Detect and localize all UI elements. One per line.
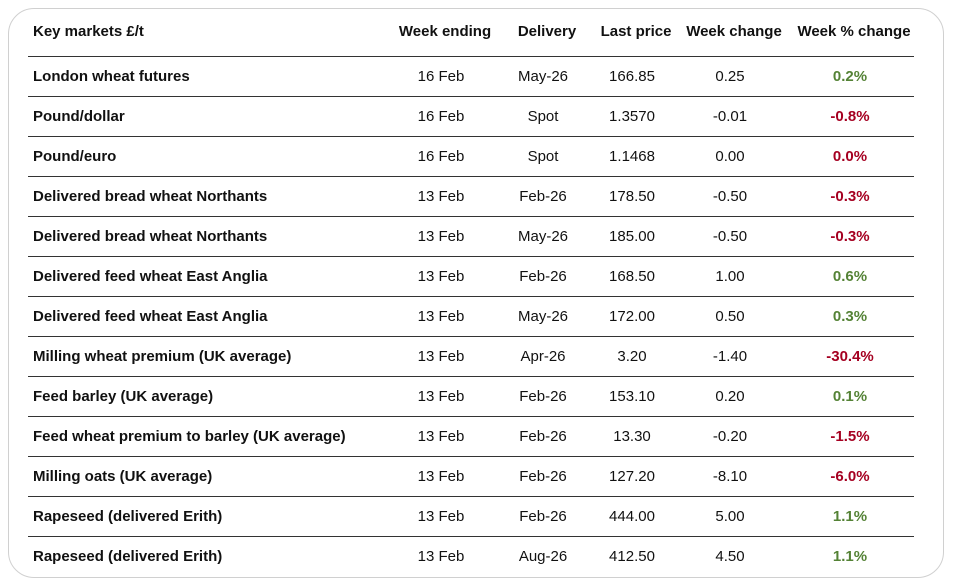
table-cell: 13 Feb <box>417 508 465 525</box>
table-cell: 1.3570 <box>609 108 655 125</box>
table-cell: -6.0% <box>830 468 870 485</box>
market-name: Delivered bread wheat Northants <box>33 188 268 205</box>
table-cell: -0.3% <box>830 228 870 245</box>
market-name: Pound/euro <box>33 148 117 165</box>
table-cell: -0.20 <box>712 428 748 445</box>
table-cell: 13 Feb <box>417 348 465 365</box>
table-cell: 168.50 <box>609 268 655 285</box>
table-cell: -8.10 <box>712 468 748 485</box>
table-cell: 13 Feb <box>417 308 465 325</box>
row-divider <box>28 216 914 217</box>
header-cell: Week ending <box>398 23 492 40</box>
table-cell: 0.2% <box>832 68 868 85</box>
table-cell: 1.00 <box>715 268 745 285</box>
table-cell: 412.50 <box>609 548 655 565</box>
table-cell: 178.50 <box>609 188 655 205</box>
table-cell: 0.50 <box>715 308 745 325</box>
table-cell: -0.8% <box>830 108 870 125</box>
table-cell: 13 Feb <box>417 228 465 245</box>
table-cell: 153.10 <box>609 388 655 405</box>
table-cell: 13 Feb <box>417 388 465 405</box>
table-cell: 5.00 <box>715 508 745 525</box>
table-cell: Spot <box>527 148 559 165</box>
table-cell: 13 Feb <box>417 548 465 565</box>
table-cell: 0.20 <box>715 388 745 405</box>
table-cell: 0.00 <box>715 148 745 165</box>
table-cell: -0.50 <box>712 228 748 245</box>
header-cell: Last price <box>600 23 672 40</box>
table-cell: Feb-26 <box>519 188 567 205</box>
market-name: London wheat futures <box>33 68 190 85</box>
table-cell: -0.50 <box>712 188 748 205</box>
table-cell: Feb-26 <box>519 468 567 485</box>
table-cell: 4.50 <box>715 548 745 565</box>
table-cell: May-26 <box>517 68 569 85</box>
market-name: Delivered bread wheat Northants <box>33 228 268 245</box>
market-name: Delivered feed wheat East Anglia <box>33 308 268 325</box>
table-cell: -1.40 <box>712 348 748 365</box>
table-cell: Feb-26 <box>519 268 567 285</box>
row-divider <box>28 136 914 137</box>
table-cell: 1.1% <box>832 548 868 565</box>
table-cell: 16 Feb <box>417 108 465 125</box>
row-divider <box>28 496 914 497</box>
table-cell: 13 Feb <box>417 468 465 485</box>
table-cell: 0.1% <box>832 388 868 405</box>
table-cell: 3.20 <box>617 348 647 365</box>
market-name: Rapeseed (delivered Erith) <box>33 548 223 565</box>
market-name: Pound/dollar <box>33 108 125 125</box>
table-cell: 16 Feb <box>417 68 465 85</box>
row-divider <box>28 336 914 337</box>
table-cell: 0.25 <box>715 68 745 85</box>
table-cell: Apr-26 <box>520 348 566 365</box>
header-cell: Week % change <box>797 23 911 40</box>
header-cell: Week change <box>686 23 782 40</box>
table-cell: 16 Feb <box>417 148 465 165</box>
row-divider <box>28 416 914 417</box>
table-cell: 1.1468 <box>609 148 655 165</box>
row-divider <box>28 296 914 297</box>
row-divider <box>28 256 914 257</box>
market-name: Delivered feed wheat East Anglia <box>33 268 268 285</box>
table-cell: May-26 <box>517 308 569 325</box>
header-cell: Key markets £/t <box>33 23 144 40</box>
row-divider <box>28 376 914 377</box>
table-cell: 1.1% <box>832 508 868 525</box>
row-divider <box>28 56 914 57</box>
row-divider <box>28 536 914 537</box>
table-cell: -30.4% <box>826 348 874 365</box>
header-cell: Delivery <box>517 23 577 40</box>
table-cell: -0.3% <box>830 188 870 205</box>
table-cell: 0.3% <box>832 308 868 325</box>
row-divider <box>28 96 914 97</box>
row-divider <box>28 456 914 457</box>
table-cell: 13 Feb <box>417 428 465 445</box>
table-cell: May-26 <box>517 228 569 245</box>
table-cell: 166.85 <box>609 68 655 85</box>
table-cell: 13.30 <box>613 428 651 445</box>
table-cell: 0.6% <box>832 268 868 285</box>
table-cell: 172.00 <box>609 308 655 325</box>
table-cell: 0.0% <box>832 148 868 165</box>
table-cell: -1.5% <box>830 428 870 445</box>
market-name: Milling oats (UK average) <box>33 468 213 485</box>
row-divider <box>28 176 914 177</box>
table-cell: -0.01 <box>712 108 748 125</box>
table-cell: 185.00 <box>609 228 655 245</box>
market-name: Feed wheat premium to barley (UK average… <box>33 428 346 445</box>
table-cell: Spot <box>527 108 559 125</box>
market-name: Milling wheat premium (UK average) <box>33 348 292 365</box>
table-cell: Feb-26 <box>519 428 567 445</box>
table-cell: 127.20 <box>609 468 655 485</box>
table-cell: Aug-26 <box>518 548 568 565</box>
market-name: Feed barley (UK average) <box>33 388 214 405</box>
table-cell: 13 Feb <box>417 268 465 285</box>
table-cell: 444.00 <box>609 508 655 525</box>
table-frame <box>8 8 944 578</box>
market-name: Rapeseed (delivered Erith) <box>33 508 223 525</box>
table-cell: Feb-26 <box>519 508 567 525</box>
table-cell: Feb-26 <box>519 388 567 405</box>
table-cell: 13 Feb <box>417 188 465 205</box>
